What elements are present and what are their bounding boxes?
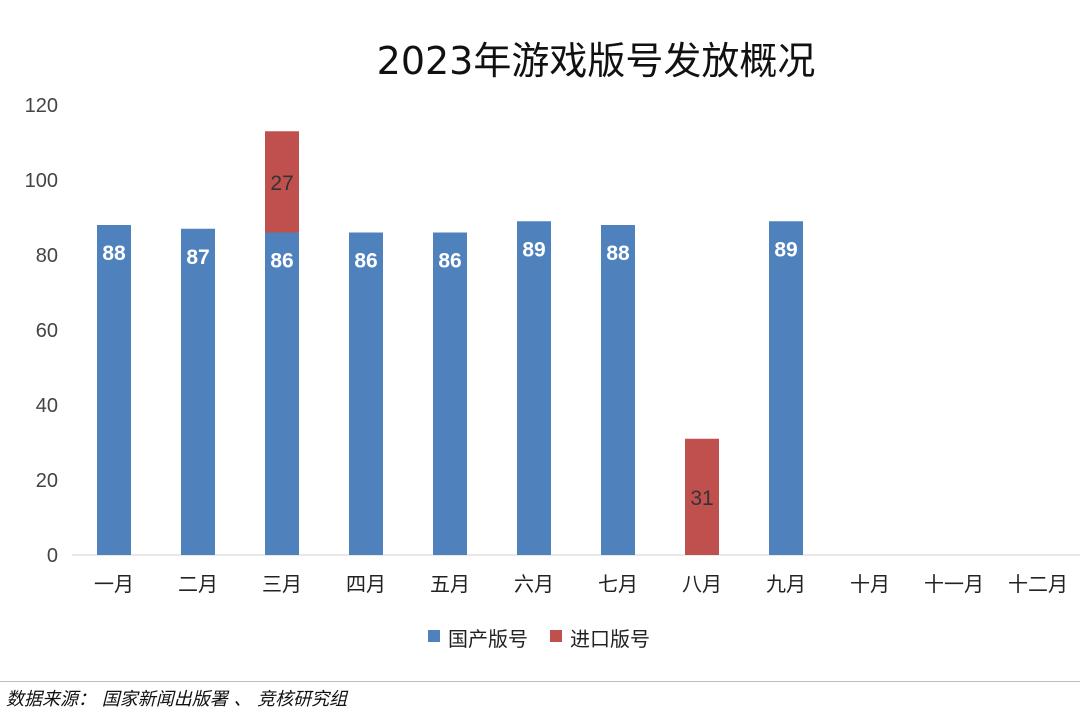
bar-value-label: 86 (270, 250, 293, 273)
bar-value-label: 89 (774, 238, 797, 261)
legend: 国产版号 进口版号 (428, 627, 650, 651)
bar-domestic (181, 228, 215, 555)
x-tick-label: 八月 (682, 572, 722, 596)
y-tick-label: 100 (25, 170, 58, 192)
bar-domestic (265, 232, 299, 555)
x-tick-label: 十一月 (924, 572, 984, 596)
x-tick-label: 二月 (178, 572, 218, 596)
x-tick-label: 一月 (94, 572, 134, 596)
bar-value-label: 86 (354, 250, 377, 273)
x-tick-label: 九月 (766, 572, 806, 596)
legend-swatch (550, 630, 562, 642)
bar-imported (685, 438, 719, 555)
bar-domestic (97, 225, 131, 555)
x-tick-label: 三月 (262, 572, 302, 596)
bar-value-label: 31 (690, 487, 713, 510)
bar-domestic (601, 225, 635, 555)
x-tick-label: 十二月 (1008, 572, 1068, 596)
bar-value-label: 88 (102, 242, 126, 265)
source-note: 数据来源： 国家新闻出版署 、 竞核研究组 (6, 689, 348, 710)
bar-domestic (433, 232, 467, 555)
bar-value-label: 89 (522, 238, 545, 261)
x-axis: 一月 二月 三月 四月 五月 六月 七月 八月 九月 十月 十一月 十二月 (94, 572, 1068, 596)
x-tick-label: 十月 (850, 572, 890, 596)
bars-group: 88 87 86 27 86 86 89 88 31 89 (97, 131, 803, 555)
bar-value-label: 86 (438, 250, 461, 273)
x-tick-label: 四月 (346, 572, 386, 596)
x-tick-label: 五月 (430, 572, 470, 596)
footer-divider (0, 681, 1080, 682)
y-axis: 0 20 40 60 80 100 120 (25, 95, 58, 567)
bar-value-label: 27 (270, 172, 293, 195)
y-tick-label: 80 (36, 245, 58, 267)
bar-domestic (769, 221, 803, 555)
bar-domestic (517, 221, 551, 555)
y-tick-label: 0 (47, 545, 58, 567)
bar-chart: 2023年游戏版号发放概况 0 20 40 60 80 100 120 88 87 86 27 86… (25, 39, 1080, 651)
x-tick-label: 六月 (514, 572, 554, 596)
bar-value-label: 88 (606, 242, 630, 265)
chart-title: 2023年游戏版号发放概况 (377, 39, 816, 83)
legend-label: 进口版号 (570, 627, 650, 651)
y-tick-label: 60 (36, 320, 58, 342)
legend-swatch (428, 630, 440, 642)
bar-imported (265, 131, 299, 233)
bar-domestic (349, 232, 383, 555)
y-tick-label: 120 (25, 95, 58, 117)
y-tick-label: 40 (36, 395, 58, 417)
x-tick-label: 七月 (598, 572, 638, 596)
y-tick-label: 20 (36, 470, 58, 492)
legend-label: 国产版号 (448, 627, 528, 651)
bar-value-label: 87 (186, 246, 209, 269)
